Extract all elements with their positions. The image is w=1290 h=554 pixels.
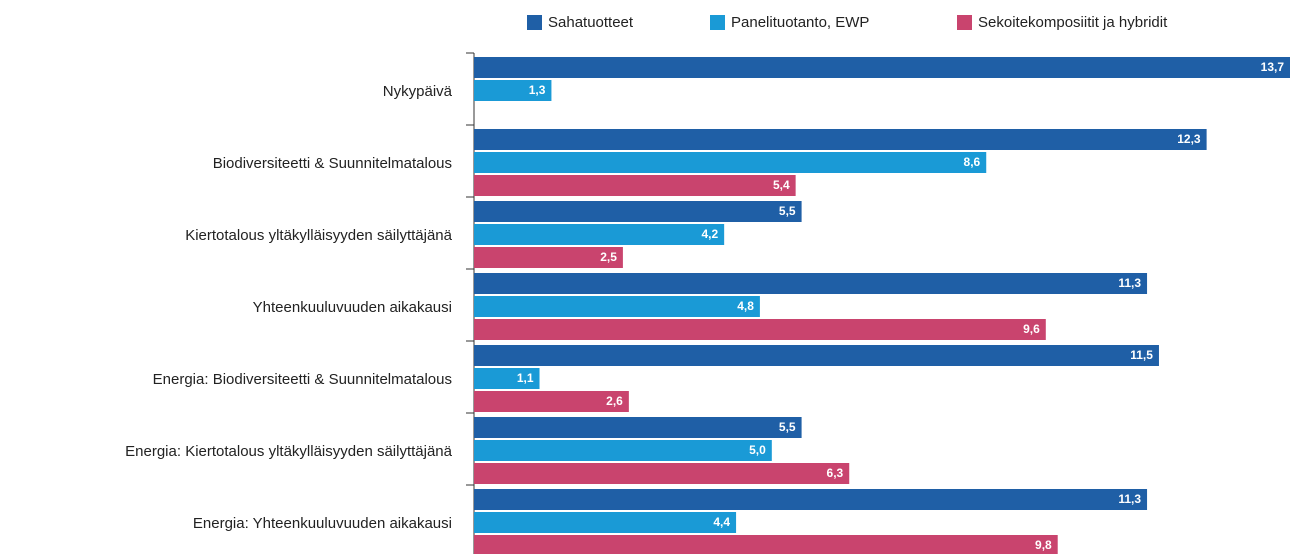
bar (474, 273, 1148, 294)
legend-label: Sahatuotteet (548, 14, 634, 31)
value-label: 5,5 (779, 204, 796, 218)
value-label: 5,4 (773, 178, 790, 192)
legend-swatch (527, 15, 542, 30)
bar (474, 80, 552, 101)
value-label: 11,3 (1118, 276, 1141, 290)
value-label: 2,6 (606, 394, 623, 408)
bar (474, 175, 796, 196)
value-label: 5,0 (749, 443, 766, 457)
value-label: 11,5 (1130, 348, 1153, 362)
value-label: 4,2 (701, 227, 718, 241)
value-label: 13,7 (1261, 60, 1285, 74)
category-label: Biodiversiteetti & Suunnitelmatalous (213, 155, 452, 172)
legend-swatch (957, 15, 972, 30)
bar (474, 368, 540, 389)
bar (474, 391, 629, 412)
category-label: Kiertotalous yltäkylläisyyden säilyttäjä… (185, 227, 452, 244)
value-label: 4,8 (737, 299, 754, 313)
value-label: 6,3 (827, 466, 844, 480)
bar (474, 345, 1159, 366)
value-label: 1,3 (529, 83, 546, 97)
value-label: 9,6 (1023, 322, 1040, 336)
bar (474, 152, 987, 173)
category-label: Energia: Biodiversiteetti & Suunnitelmat… (153, 371, 452, 388)
value-label: 8,6 (964, 155, 981, 169)
bar (474, 417, 802, 438)
value-label: 1,1 (517, 371, 534, 385)
bar (474, 535, 1058, 554)
legend-label: Sekoitekomposiitit ja hybridit (978, 14, 1168, 31)
value-label: 2,5 (600, 250, 617, 264)
legend-swatch (710, 15, 725, 30)
bar (474, 489, 1148, 510)
value-label: 4,4 (713, 515, 730, 529)
bar (474, 296, 760, 317)
category-label: Energia: Kiertotalous yltäkylläisyyden s… (125, 443, 452, 460)
bar (474, 224, 725, 245)
bar (474, 57, 1290, 78)
bar (474, 247, 623, 268)
bar (474, 463, 850, 484)
value-label: 9,8 (1035, 538, 1052, 552)
category-label: Energia: Yhteenkuuluvuuden aikakausi (193, 515, 452, 532)
bar (474, 512, 737, 533)
category-label: Yhteenkuuluvuuden aikakausi (253, 299, 452, 316)
bar (474, 319, 1046, 340)
value-label: 11,3 (1118, 492, 1141, 506)
category-label: Nykypäivä (383, 83, 453, 100)
bar (474, 440, 772, 461)
bar (474, 129, 1207, 150)
legend-label: Panelituotanto, EWP (731, 14, 869, 31)
value-label: 5,5 (779, 420, 796, 434)
value-label: 12,3 (1177, 132, 1201, 146)
bar (474, 201, 802, 222)
